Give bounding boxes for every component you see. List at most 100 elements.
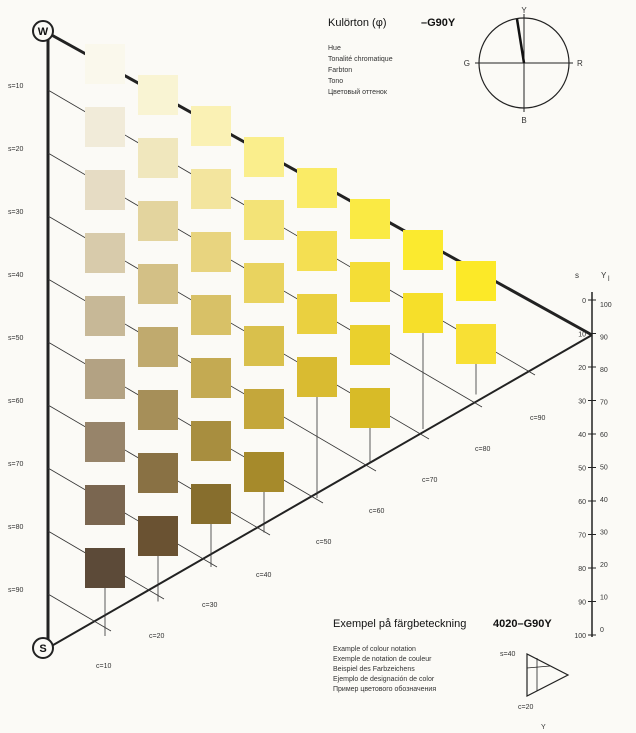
hue-title: Kulörton (φ): [328, 17, 387, 29]
example-line-3: Beispiel des Farbzeichens: [333, 666, 415, 673]
hue-circle-y: Y: [521, 6, 527, 15]
hue-title-block: Kulörton (φ) –G90Y Hue Tonalité chromati…: [328, 17, 456, 96]
color-swatch: [191, 421, 231, 461]
scale-s-tick: 30: [578, 399, 586, 406]
hue-circle: Y G R B: [464, 6, 583, 125]
scale-y-tick: 20: [600, 562, 608, 569]
color-swatch: [244, 389, 284, 429]
hue-circle-r: R: [577, 59, 583, 68]
color-swatch: [297, 294, 337, 334]
example-line-2: Exemple de notation de couleur: [333, 656, 432, 663]
black-vertex-label: S: [39, 643, 46, 655]
hue-pointer: [515, 18, 526, 64]
color-swatch: [85, 170, 125, 210]
example-line-5: Пример цветового обозначения: [333, 685, 436, 693]
scale-y-tick: 40: [600, 497, 608, 504]
white-vertex: W: [32, 20, 54, 42]
color-swatch: [244, 200, 284, 240]
color-swatch: [138, 264, 178, 304]
scale-y-tick: 30: [600, 529, 608, 536]
c-label: c=80: [475, 446, 490, 453]
blackness-line: [47, 593, 112, 632]
scale-s-tick: 60: [578, 499, 586, 506]
example-line-4: Ejemplo de designación de color: [333, 676, 435, 683]
example-title: Exempel på färgbeteckning: [333, 618, 466, 630]
s-label: s=60: [8, 398, 23, 405]
scale-s-tick: 100: [574, 633, 586, 640]
scale-y-tick: 80: [600, 367, 608, 374]
white-vertex-label: W: [38, 26, 49, 38]
scale-y-tick: 0: [600, 627, 604, 634]
triangle-frame: [46, 31, 593, 649]
scale-y-tick: 60: [600, 432, 608, 439]
color-swatch: [85, 485, 125, 525]
c-label: c=60: [369, 508, 384, 515]
s-label: s=50: [8, 335, 23, 342]
s-label: s=70: [8, 461, 23, 468]
color-swatch: [297, 231, 337, 271]
scale-s-tick: 50: [578, 466, 586, 473]
color-swatch: [85, 422, 125, 462]
scale-y-tick: 100: [600, 302, 612, 309]
scale-s-tick: 20: [578, 365, 586, 372]
c-label: c=30: [202, 602, 217, 609]
scale-y-tick: 50: [600, 464, 608, 471]
color-swatch: [244, 452, 284, 492]
color-swatch: [138, 75, 178, 115]
color-swatch: [191, 169, 231, 209]
color-swatch: [138, 516, 178, 556]
example-triangle: s=40 c=20 Y: [500, 651, 570, 731]
scale-s-tick: 70: [578, 533, 586, 540]
example-triangle-c: c=20: [518, 704, 533, 711]
c-label: c=40: [256, 572, 271, 579]
color-swatch: [191, 106, 231, 146]
color-swatch: [350, 325, 390, 365]
hue-line-3: Farbton: [328, 67, 352, 74]
example-triangle-s: s=40: [500, 651, 515, 658]
s-label: s=30: [8, 209, 23, 216]
scale-y-tick: 10: [600, 594, 608, 601]
scale-y-tick: 70: [600, 399, 608, 406]
example-code: 4020–G90Y: [493, 618, 552, 630]
color-swatch: [138, 138, 178, 178]
color-swatch: [350, 262, 390, 302]
color-swatch: [85, 296, 125, 336]
scale-s-tick: 90: [578, 600, 586, 607]
c-label: c=50: [316, 539, 331, 546]
color-swatch: [191, 358, 231, 398]
color-swatch: [138, 201, 178, 241]
example-line-1: Example of colour notation: [333, 646, 416, 653]
scale-s-tick: 10: [578, 332, 586, 339]
scale-header-y: Y: [601, 271, 607, 280]
scale-s-tick: 80: [578, 566, 586, 573]
color-swatch: [244, 326, 284, 366]
scale-s-tick: 40: [578, 432, 586, 439]
color-swatch: [244, 263, 284, 303]
hue-circle-b: B: [521, 116, 526, 125]
example-triangle-y: Y: [541, 724, 546, 731]
color-swatch: [191, 484, 231, 524]
blackness-scale: s Y l 0102030405060708090100100908070605…: [574, 271, 611, 640]
color-swatch: [85, 233, 125, 273]
hue-line-5: Цветовый оттенок: [328, 88, 388, 96]
example-block: Exempel på färgbeteckning 4020–G90Y Exam…: [333, 618, 570, 731]
s-labels: s=10 s=20 s=30 s=40 s=50 s=60 s=70 s=80 s=90: [8, 83, 23, 594]
hue-line-4: Tono: [328, 78, 343, 85]
c-label: c=70: [422, 477, 437, 484]
color-swatch: [403, 230, 443, 270]
hue-code: –G90Y: [421, 17, 456, 29]
hue-line-1: Hue: [328, 45, 341, 52]
scale-header-y-sub: l: [608, 276, 610, 283]
color-swatch: [456, 324, 496, 364]
hue-circle-g: G: [464, 59, 470, 68]
color-swatch: [244, 137, 284, 177]
blackness-line: [47, 89, 536, 376]
color-swatch: [85, 107, 125, 147]
color-swatch: [85, 548, 125, 588]
hue-line-2: Tonalité chromatique: [328, 56, 393, 63]
color-swatch: [297, 168, 337, 208]
scale-ticks: 0102030405060708090100100908070605040302…: [574, 298, 611, 640]
color-swatch: [138, 453, 178, 493]
color-swatch: [191, 295, 231, 335]
c-label: c=20: [149, 633, 164, 640]
